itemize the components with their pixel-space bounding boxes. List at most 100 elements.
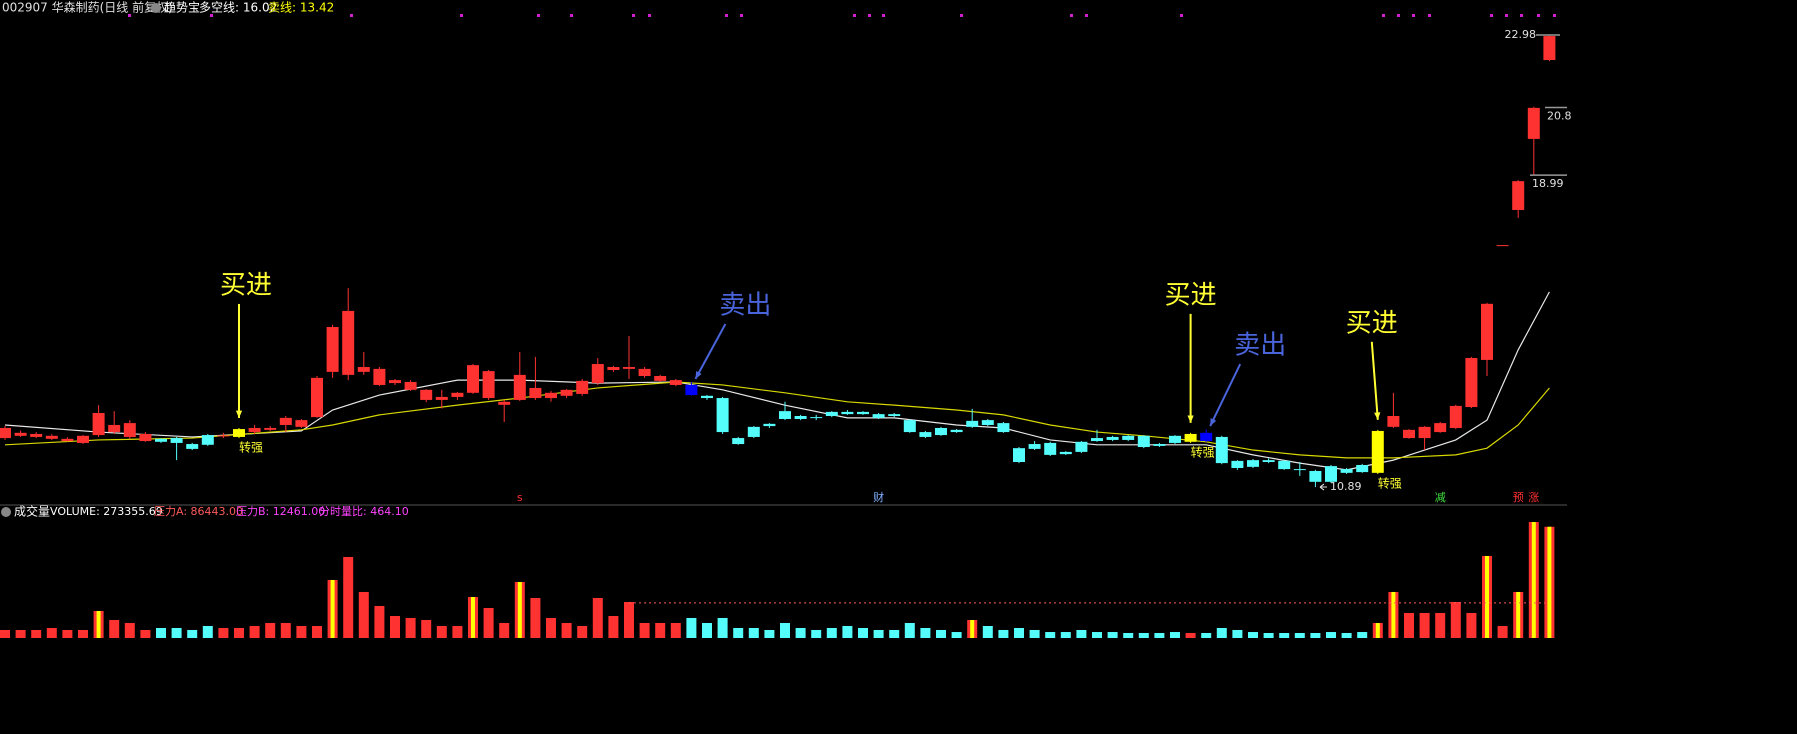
candle-body [1512,181,1525,210]
candle-body [607,367,620,371]
volume-bar [46,627,57,638]
signal-dot [570,14,573,17]
candle-body [903,420,916,433]
candle-body [295,420,308,427]
signal-dot [1553,14,1556,17]
candle-body [420,389,433,400]
volume-bar [670,622,681,638]
candle-body [1059,451,1072,455]
candle-body [264,427,277,430]
volume-bar [436,625,447,638]
volume-icon[interactable] [1,507,11,517]
volume-bar [296,625,307,638]
volume-bar [1123,632,1134,638]
indicator-icon[interactable] [151,3,161,13]
signal-arrowhead [1210,418,1217,427]
candle-body [1215,436,1228,464]
candle-body [935,427,947,436]
candle-body [451,392,464,397]
signal-arrow [694,323,727,380]
candle-body [1153,444,1166,446]
volume-header-item: 压力A: 86443.00 [154,505,243,518]
candle-body [1231,460,1244,468]
volume-bar-stripe [1391,591,1396,638]
candle-body [997,423,1010,433]
volume-bar [0,629,10,638]
volume-bar [1357,632,1368,638]
volume-bar-stripe [1547,526,1552,638]
signal-label: 买进 [1165,280,1217,310]
candle-body [701,395,713,399]
indicator-name: 趋势宝 [164,1,200,15]
volume-bar [156,627,166,638]
candle-body [1356,464,1369,473]
candle-body [404,381,417,390]
candle-body [1309,470,1322,482]
volume-bar [936,629,946,638]
candle-body [123,423,136,437]
event-marker: s [517,491,523,504]
volume-bar [1419,612,1430,638]
candle-body [1091,438,1103,442]
candle-body [1418,426,1431,439]
volume-bar [15,629,26,638]
candle-body [61,438,74,442]
signal-dot [882,14,885,17]
signal-label: 卖出 [719,290,771,320]
volume-bar [78,629,88,638]
signal-label: 买进 [1346,308,1398,338]
candle-body [248,427,261,433]
volume-bar [1170,632,1180,638]
candle-body [1293,469,1306,471]
candle-body [1013,448,1025,462]
candle-body [872,414,885,418]
signal-dot [460,14,463,17]
volume-bar [764,629,775,638]
candle-body [1543,36,1556,60]
candle-body [732,438,745,445]
volume-bar [748,627,759,638]
candle-body [669,380,682,385]
candle-body [170,438,183,443]
candle-body [279,417,292,425]
signal-arrow [1209,363,1242,427]
signal-arrowhead [1187,415,1194,423]
candle-body [919,432,932,437]
volume-bar [280,622,291,638]
candle-body [186,444,199,449]
candle-body [1340,469,1353,473]
volume-header-item: VOLUME: 273355.69 [50,505,163,518]
volume-bar [702,622,712,638]
signal-dot [960,14,963,17]
candle-body [1449,405,1462,428]
candle-body [1465,358,1478,408]
event-marker: 财 [873,490,884,504]
candle-body [201,435,214,445]
volume-bar [733,627,744,638]
candle-body [1044,442,1057,455]
price-mark-arrow [1319,483,1327,491]
volume-bar [546,617,556,638]
volume-bar [265,622,276,638]
volume-bar [1216,627,1227,638]
candle-body [155,438,167,442]
candle-body [529,387,542,399]
volume-bar-stripe [1485,555,1489,638]
candle-body [14,432,27,436]
candle-body [482,371,495,399]
volume-bar [1279,632,1290,638]
volume-bar [234,627,244,638]
volume-bar [1138,632,1149,638]
volume-bar [1435,612,1446,638]
candle-body [30,433,43,437]
candle-body [1028,444,1041,449]
candle-body [1434,423,1447,433]
candle-body [763,423,776,427]
candle-body [326,327,339,372]
signal-dot [1412,14,1415,17]
signal-label: 卖出 [1234,331,1286,361]
moving-average-line [4,291,1550,471]
volume-bar-stripe [970,620,975,638]
volume-title: 成交量 [14,504,50,519]
